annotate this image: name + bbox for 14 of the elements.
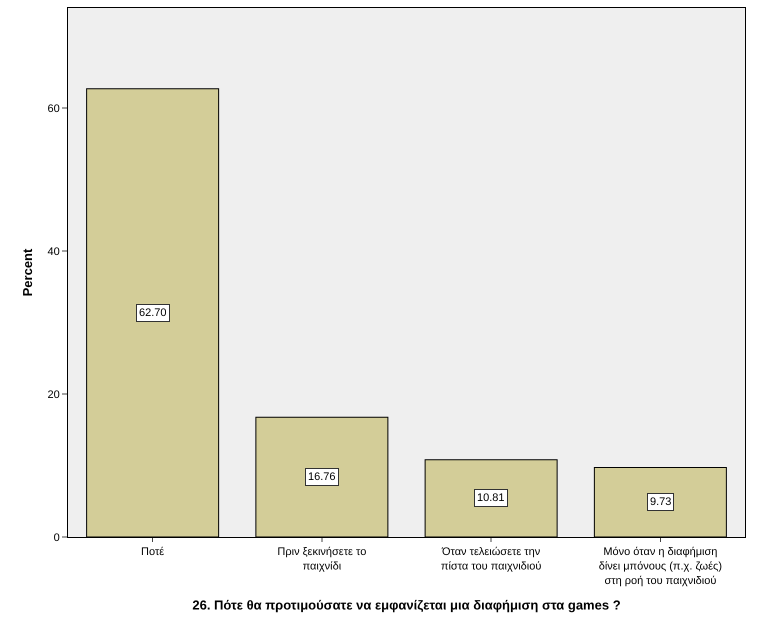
x-axis-title: 26. Πότε θα προτιμούσατε να εμφανίζεται μια διαφήμιση στα games ? (192, 597, 621, 612)
data-label: 10.81 (477, 492, 505, 504)
y-tick-label: 60 (48, 102, 60, 115)
data-label: 9.73 (650, 496, 672, 508)
y-tick-label: 0 (54, 532, 60, 544)
y-axis-title: Percent (20, 248, 35, 296)
data-label: 62.70 (139, 307, 167, 319)
x-tick-label: Πριν ξεκινήσετε το παιχνίδι (277, 546, 366, 572)
y-tick-label: 20 (48, 388, 60, 401)
data-label: 16.76 (308, 471, 336, 483)
x-tick-label: Ποτέ (141, 546, 164, 558)
y-tick-label: 40 (48, 246, 60, 258)
x-tick-label: Μόνο όταν η διαφήμιση δίνει μπόνους (π.χ. ζωές) στη ροή του παιχνιδιού (598, 546, 722, 587)
x-tick-label: Όταν τελειώσετε την πίστα του παιχνιδιού (440, 546, 542, 572)
